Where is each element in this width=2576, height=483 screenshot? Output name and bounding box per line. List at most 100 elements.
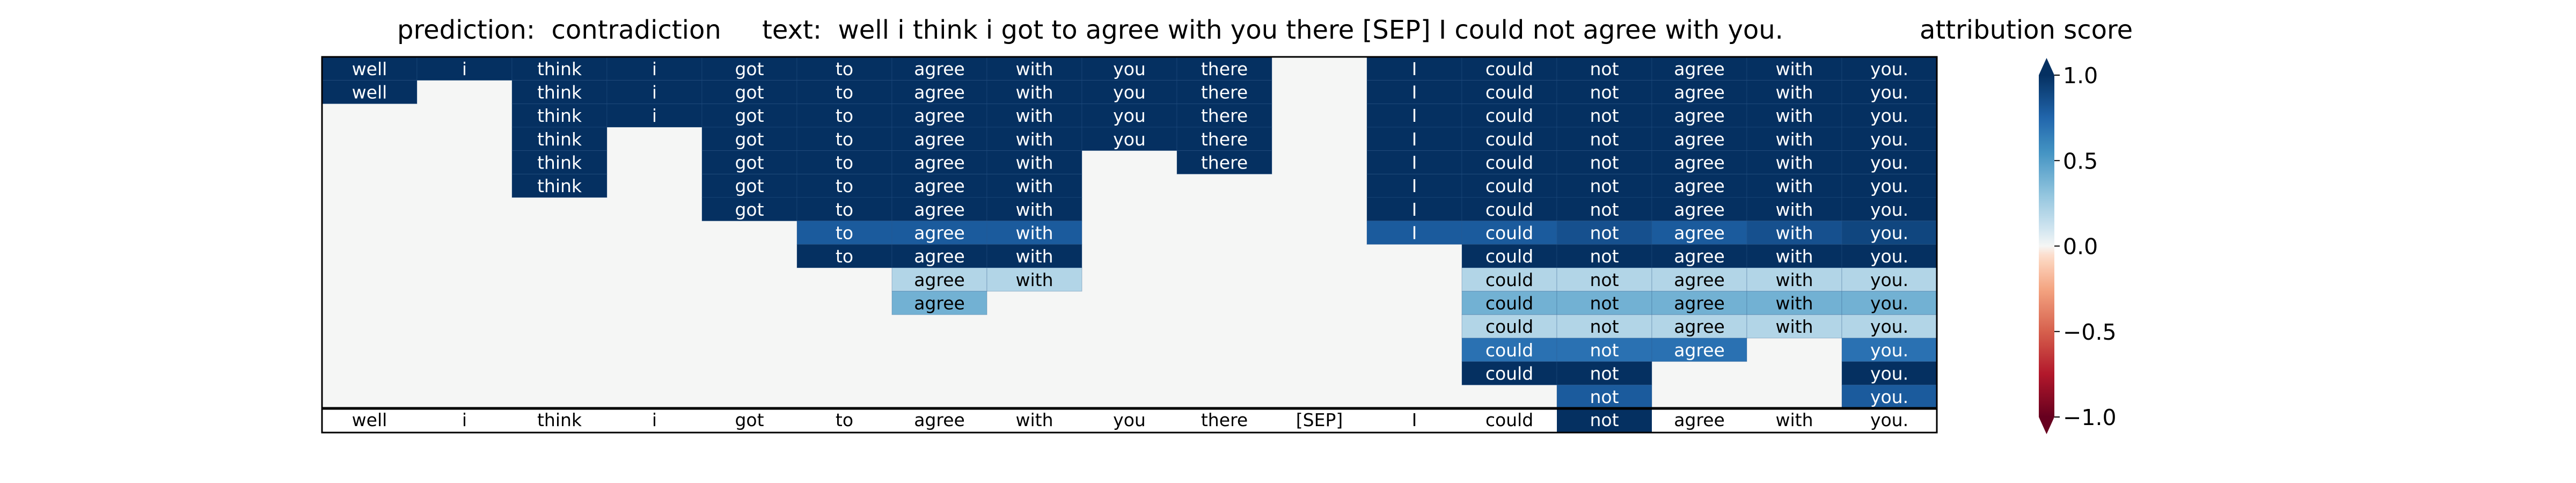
heatmap-cell xyxy=(986,221,1082,245)
heatmap-cell xyxy=(511,150,608,174)
cell-label: with xyxy=(1775,58,1813,79)
colorbar-gradient xyxy=(2039,75,2054,417)
cell-label: not xyxy=(1590,105,1619,126)
cell-label: i xyxy=(462,58,467,79)
cell-label: not xyxy=(1590,246,1619,267)
cell-label: think xyxy=(537,175,582,196)
heatmap-cell xyxy=(321,80,418,104)
cell-label: not xyxy=(1590,82,1619,103)
token-label: agree xyxy=(914,409,965,430)
cell-label: could xyxy=(1485,105,1533,126)
cell-label: got xyxy=(735,82,764,103)
heatmap-cells xyxy=(321,56,1937,409)
cell-label: could xyxy=(1485,316,1533,337)
heatmap-cell xyxy=(986,80,1082,104)
heatmap-cell xyxy=(1461,103,1557,128)
cell-label: could xyxy=(1485,199,1533,220)
cell-label: with xyxy=(1015,129,1053,150)
cell-label: not xyxy=(1590,363,1619,384)
heatmap-cell xyxy=(1651,338,1747,362)
cell-label: I xyxy=(1412,223,1417,244)
heatmap-cell xyxy=(1366,221,1462,245)
cell-label: I xyxy=(1412,129,1417,150)
cell-label: think xyxy=(537,152,582,173)
token-label: you xyxy=(1113,409,1146,430)
heatmap-cell xyxy=(891,197,987,222)
cell-label: you. xyxy=(1870,269,1908,290)
heatmap-cell xyxy=(1841,361,1937,385)
heatmap-cell xyxy=(1556,384,1652,409)
heatmap-cell xyxy=(1461,221,1557,245)
heatmap-cell xyxy=(1746,197,1842,222)
colorbar-tick-label: 0.0 xyxy=(2063,234,2098,260)
heatmap-cell xyxy=(796,150,892,174)
cell-label: you. xyxy=(1870,340,1908,361)
cell-label: with xyxy=(1015,105,1053,126)
heatmap-cell xyxy=(1841,384,1937,409)
heatmap-cell xyxy=(1366,173,1462,198)
cell-label: got xyxy=(735,58,764,79)
heatmap-cell xyxy=(1081,80,1177,104)
heatmap-cell xyxy=(986,173,1082,198)
cell-label: agree xyxy=(1674,246,1725,267)
cell-label: you. xyxy=(1870,386,1908,407)
token-label: i xyxy=(652,409,657,430)
cell-label: agree xyxy=(914,293,965,314)
heatmap-cell xyxy=(1556,361,1652,385)
cell-label: with xyxy=(1015,58,1053,79)
cell-label: agree xyxy=(914,152,965,173)
cell-label: could xyxy=(1485,340,1533,361)
heatmap-cell xyxy=(796,221,892,245)
cell-label: not xyxy=(1590,293,1619,314)
heatmap-cell xyxy=(1651,197,1747,222)
cell-label: not xyxy=(1590,223,1619,244)
cell-label: agree xyxy=(1674,223,1725,244)
cell-label: could xyxy=(1485,82,1533,103)
cell-label: with xyxy=(1015,82,1053,103)
heatmap-cell xyxy=(1651,244,1747,268)
cell-label: could xyxy=(1485,293,1533,314)
heatmap-cell xyxy=(1461,127,1557,151)
cell-label: to xyxy=(836,175,853,196)
cell-label: with xyxy=(1015,246,1053,267)
cell-label: agree xyxy=(1674,82,1725,103)
cell-label: got xyxy=(735,129,764,150)
heatmap-cell xyxy=(986,244,1082,268)
heatmap-cell xyxy=(1651,291,1747,315)
cell-label: not xyxy=(1590,316,1619,337)
colorbar-tick-label: −1.0 xyxy=(2063,405,2117,430)
cell-label: agree xyxy=(1674,293,1725,314)
heatmap-cell xyxy=(1746,244,1842,268)
cell-label: not xyxy=(1590,386,1619,407)
heatmap-cell xyxy=(891,173,987,198)
cell-label: could xyxy=(1485,58,1533,79)
cell-label: think xyxy=(537,129,582,150)
heatmap-cell xyxy=(1841,267,1937,292)
cell-label: to xyxy=(836,58,853,79)
heatmap-cell xyxy=(796,56,892,81)
heatmap-cell xyxy=(1746,173,1842,198)
cell-label: agree xyxy=(1674,340,1725,361)
cell-label: could xyxy=(1485,246,1533,267)
cell-label: i xyxy=(652,82,657,103)
heatmap-cell xyxy=(1461,244,1557,268)
cell-label: got xyxy=(735,105,764,126)
heatmap-cell xyxy=(986,267,1082,292)
cell-label: I xyxy=(1412,82,1417,103)
heatmap-cell xyxy=(1461,338,1557,362)
heatmap-border xyxy=(321,56,1938,434)
cell-label: agree xyxy=(1674,58,1725,79)
cell-label: you. xyxy=(1870,105,1908,126)
heatmap-cell xyxy=(606,56,702,81)
heatmap-cell xyxy=(1841,80,1937,104)
cell-label: there xyxy=(1201,152,1248,173)
cell-label: with xyxy=(1775,129,1813,150)
chart-title: prediction: contradiction text: well i t… xyxy=(397,15,1783,45)
token-label: with xyxy=(1775,409,1813,430)
colorbar-tick-label: 1.0 xyxy=(2063,63,2098,89)
heatmap-cell xyxy=(1746,80,1842,104)
token-label: agree xyxy=(1674,409,1725,430)
heatmap-cell xyxy=(701,103,797,128)
cell-label: you. xyxy=(1870,316,1908,337)
